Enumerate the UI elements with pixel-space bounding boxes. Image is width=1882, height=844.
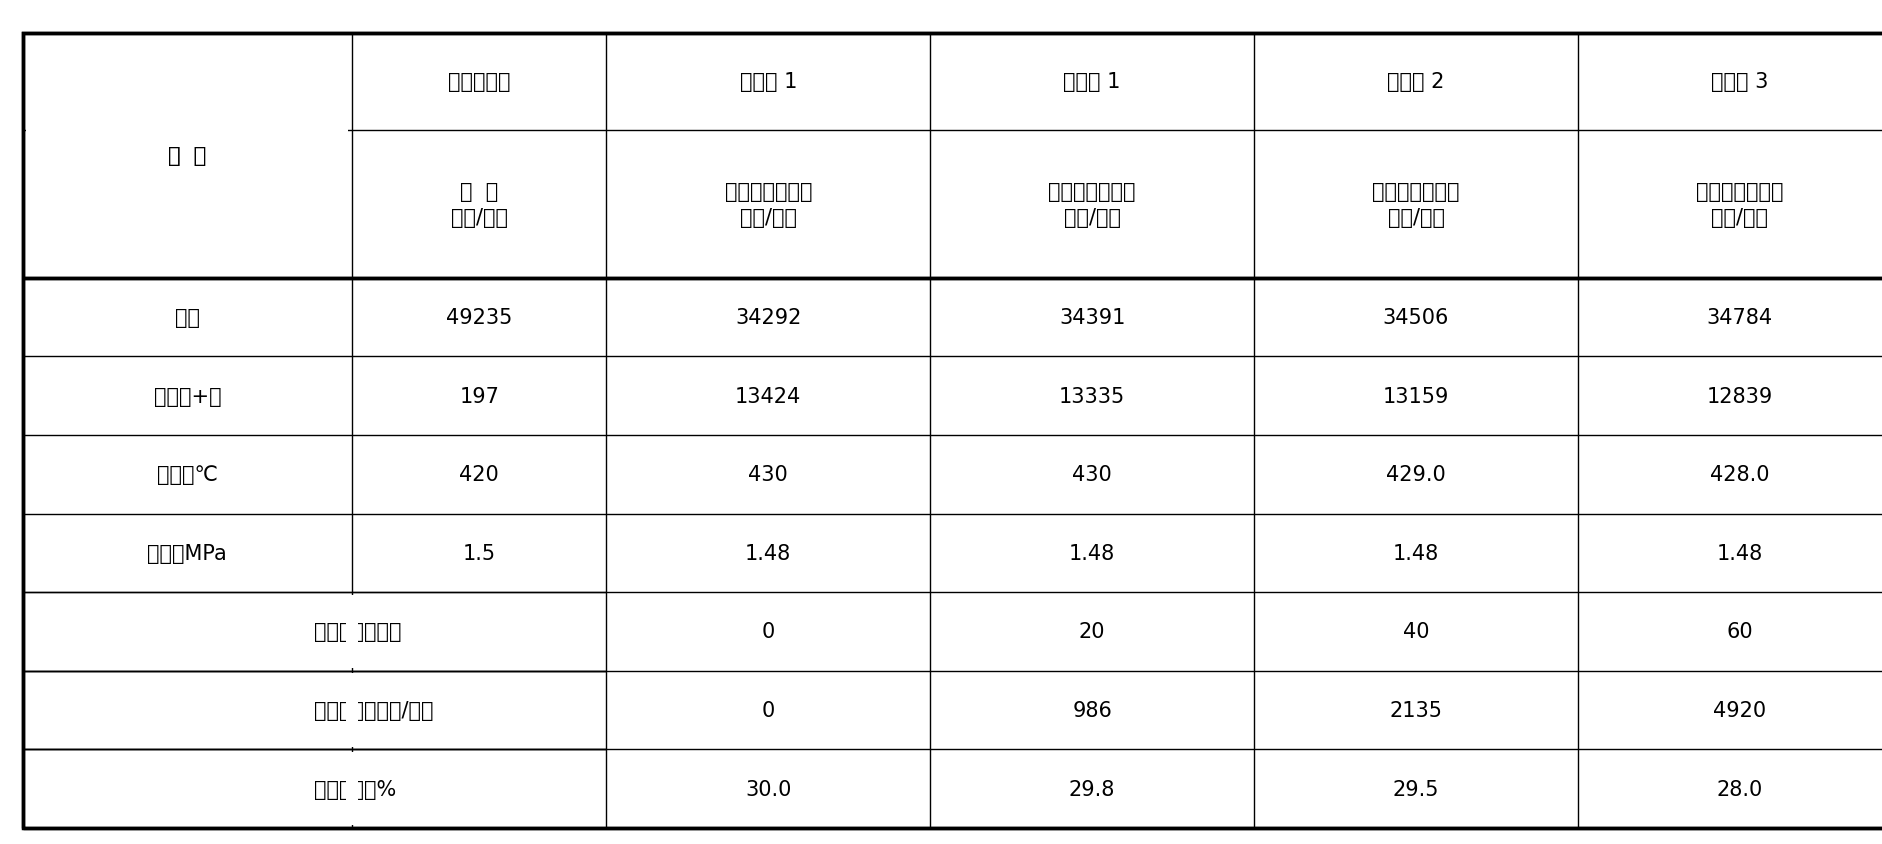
Text: 压力，MPa: 压力，MPa	[147, 544, 228, 563]
Text: 1.48: 1.48	[745, 544, 790, 563]
Text: 1.5: 1.5	[463, 544, 495, 563]
Text: 40: 40	[1402, 622, 1428, 641]
Text: 0: 0	[760, 622, 775, 641]
Text: 总转化率，%: 总转化率，%	[314, 779, 397, 798]
Bar	[346, 752, 358, 825]
Text: 组  分: 组 分	[167, 146, 207, 166]
Text: 1.48: 1.48	[1716, 544, 1762, 563]
Text: 流  量
千克/小时: 流 量 千克/小时	[450, 181, 508, 228]
Text: 比较例 2: 比较例 2	[1387, 73, 1443, 92]
Text: 420: 420	[459, 465, 499, 484]
Text: 428.0: 428.0	[1709, 465, 1769, 484]
Text: 4920: 4920	[1713, 701, 1765, 720]
Text: 比较例 1: 比较例 1	[1063, 73, 1120, 92]
Text: 34391: 34391	[1058, 308, 1125, 327]
Bar	[346, 595, 358, 668]
Bar	[26, 127, 348, 135]
Bar	[346, 674, 358, 747]
Text: 径向沉降，毫米: 径向沉降，毫米	[314, 622, 401, 641]
Text: 温度，℃: 温度，℃	[156, 465, 218, 484]
Text: 28.0: 28.0	[1716, 779, 1762, 798]
Text: 429.0: 429.0	[1385, 465, 1445, 484]
Text: 反应器出料流量
千克/小时: 反应器出料流量 千克/小时	[725, 181, 811, 228]
Text: 反应器出料流量
千克/小时: 反应器出料流量 千克/小时	[1372, 181, 1459, 228]
Text: 34506: 34506	[1381, 308, 1449, 327]
Text: 反应器出料流量
千克/小时: 反应器出料流量 千克/小时	[1696, 181, 1782, 228]
Text: 实施例 1: 实施例 1	[740, 73, 796, 92]
Text: 49235: 49235	[446, 308, 512, 327]
Text: 甲苯: 甲苯	[175, 308, 199, 327]
Text: 二甲苯+苯: 二甲苯+苯	[154, 387, 220, 406]
Text: 反应器出料流量
千克/小时: 反应器出料流量 千克/小时	[1048, 181, 1135, 228]
Text: 1.48: 1.48	[1393, 544, 1438, 563]
Text: 430: 430	[1071, 465, 1112, 484]
Text: 20: 20	[1078, 622, 1105, 641]
Text: 34784: 34784	[1705, 308, 1773, 327]
Text: 60: 60	[1726, 622, 1752, 641]
Text: 13159: 13159	[1381, 387, 1449, 406]
Text: 12839: 12839	[1705, 387, 1773, 406]
Text: 1.48: 1.48	[1069, 544, 1114, 563]
Text: 13335: 13335	[1058, 387, 1125, 406]
Text: 13424: 13424	[734, 387, 802, 406]
Text: 986: 986	[1071, 701, 1112, 720]
Text: 2135: 2135	[1389, 701, 1442, 720]
Text: 34292: 34292	[734, 308, 802, 327]
Text: 旁路流量，千克/小时: 旁路流量，千克/小时	[314, 701, 433, 720]
Text: 430: 430	[747, 465, 789, 484]
Text: 组  分: 组 分	[167, 146, 207, 166]
Text: 反应器进料: 反应器进料	[448, 73, 510, 92]
Text: 0: 0	[760, 701, 775, 720]
Text: 29.8: 29.8	[1069, 779, 1114, 798]
Text: 29.5: 29.5	[1393, 779, 1438, 798]
Text: 比较例 3: 比较例 3	[1711, 73, 1767, 92]
Text: 197: 197	[459, 387, 499, 406]
Text: 30.0: 30.0	[745, 779, 790, 798]
